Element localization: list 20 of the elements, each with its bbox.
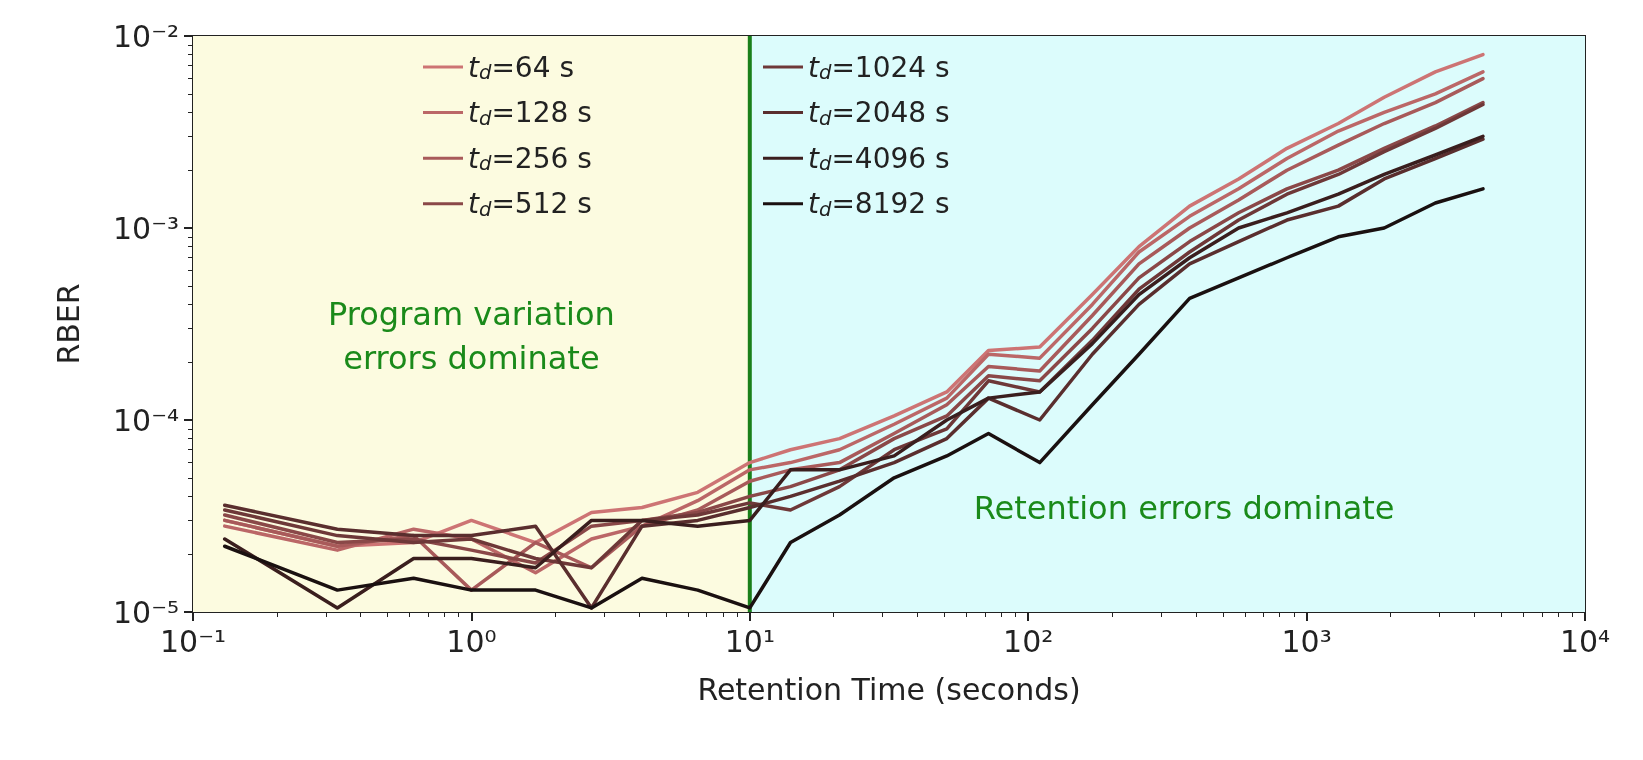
y-tick-label: 10⁻⁴ [112,402,179,438]
legend-label: td=512 s [468,187,592,221]
legend-label: td=1024 s [808,50,950,85]
band-label: Program variation errors dominate [328,294,615,377]
y-tick-label: 10⁻³ [112,210,179,246]
band-label: Retention errors dominate [973,489,1395,528]
legend-label: td=256 s [468,141,592,176]
legend-label: td=128 s [468,96,592,130]
x-tick-label: 10² [1003,623,1054,659]
legend-label: td=2048 s [808,96,950,130]
y-tick-label: 10⁻² [112,18,179,54]
x-axis-title: Retention Time (seconds) [697,671,1081,707]
x-tick-label: 10³ [1281,623,1332,659]
legend-label: td=64 s [468,50,574,85]
x-tick-label: 10¹ [724,623,775,659]
x-tick-label: 10⁴ [1559,623,1611,659]
x-tick-label: 10⁰ [446,623,497,659]
legend-label: td=8192 s [808,187,950,221]
legend-label: td=4096 s [808,141,950,176]
y-axis-title: RBER [50,283,86,365]
